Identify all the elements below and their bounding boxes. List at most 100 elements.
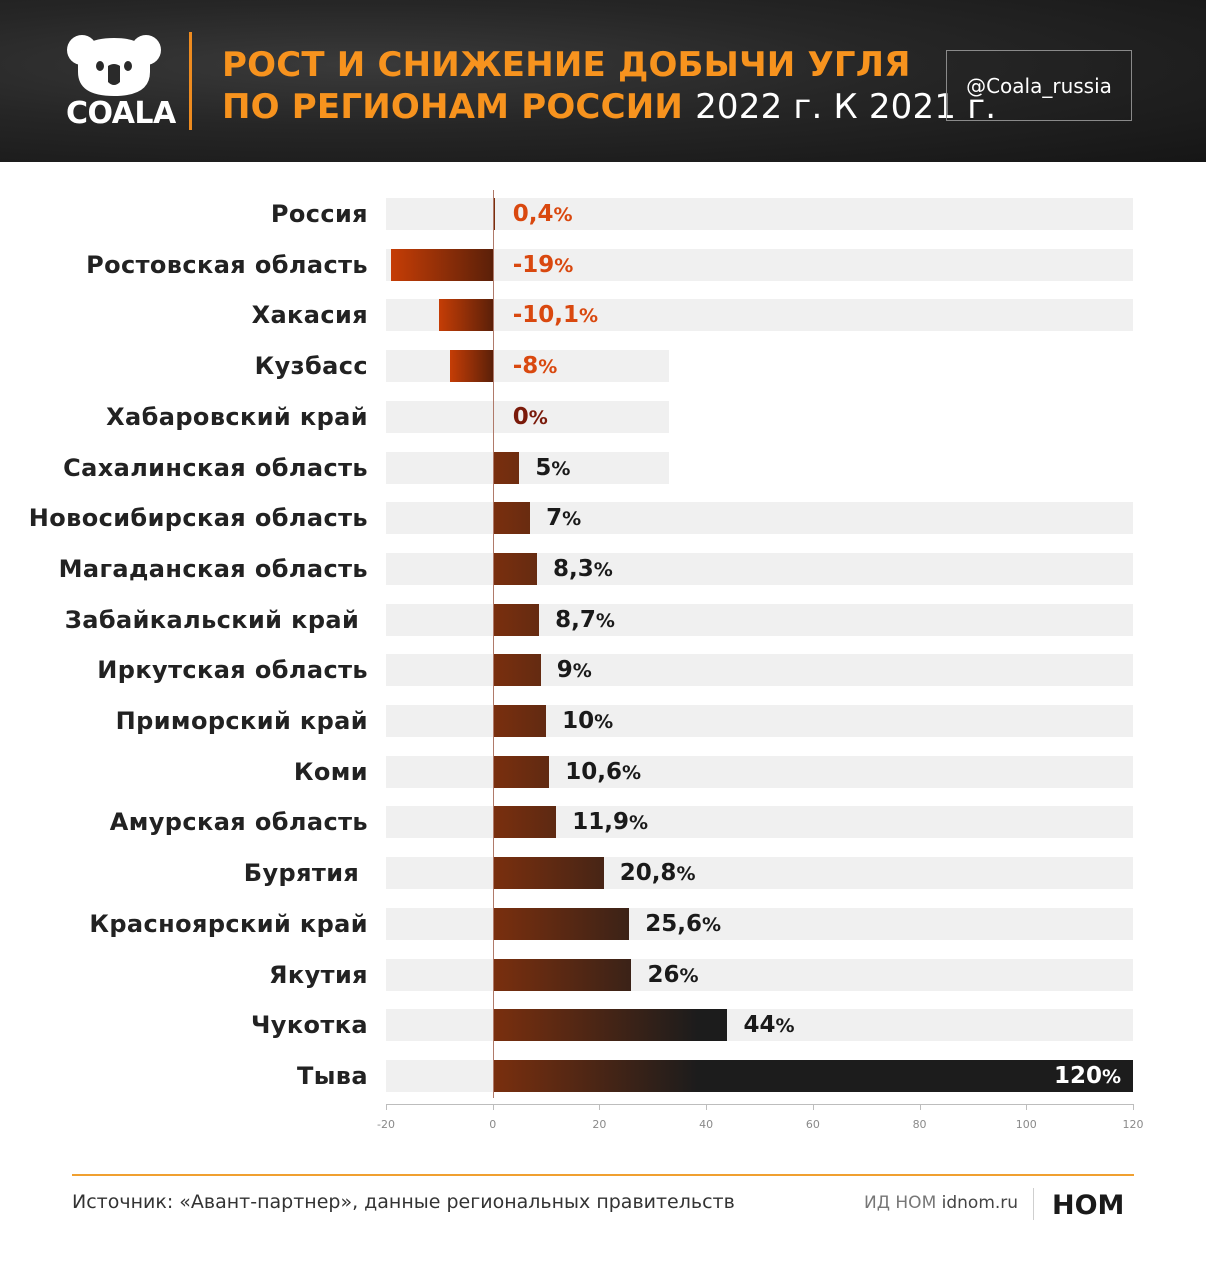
value-number: 9 bbox=[556, 657, 573, 684]
bar[interactable] bbox=[438, 299, 493, 332]
value-unit: % bbox=[679, 964, 699, 987]
x-axis-tick bbox=[492, 1104, 494, 1110]
bar[interactable] bbox=[492, 705, 547, 737]
value-unit: % bbox=[593, 558, 613, 581]
x-axis-tick-label: 120 bbox=[1122, 1118, 1144, 1131]
value-number: -19 bbox=[512, 251, 555, 278]
value-label: -10,1% bbox=[513, 299, 598, 331]
title-line-2: ПО РЕГИОНАМ РОССИИ 2022 г. К 2021 г. bbox=[222, 86, 996, 128]
social-handle[interactable]: @Coala_russia bbox=[946, 50, 1132, 121]
value-label: 44% bbox=[743, 1009, 794, 1041]
value-unit: % bbox=[595, 609, 615, 632]
value-label: 10% bbox=[562, 705, 613, 737]
brand-name: COALA bbox=[66, 96, 176, 131]
value-label: 25,6% bbox=[645, 908, 721, 940]
value-label: 120% bbox=[1054, 1060, 1121, 1092]
zero-axis-line bbox=[493, 190, 494, 1098]
category-label: Якутия bbox=[269, 960, 368, 989]
value-unit: % bbox=[775, 1015, 795, 1038]
x-axis-tick-label: 0 bbox=[489, 1118, 497, 1131]
value-unit: % bbox=[622, 761, 642, 784]
value-unit: % bbox=[538, 356, 558, 379]
bar-track bbox=[386, 350, 669, 383]
value-label: 7% bbox=[546, 502, 581, 534]
bar-track bbox=[386, 299, 1133, 332]
bar-track bbox=[386, 451, 669, 484]
value-number: 11,9 bbox=[572, 809, 629, 836]
value-unit: % bbox=[1101, 1065, 1121, 1088]
bar[interactable] bbox=[391, 248, 493, 281]
bar[interactable] bbox=[492, 451, 520, 484]
value-number: -8 bbox=[512, 353, 539, 380]
value-number: 0,4 bbox=[512, 201, 554, 227]
chart-title: РОСТ И СНИЖЕНИЕ ДОБЫЧИ УГЛЯ ПО РЕГИОНАМ … bbox=[222, 44, 996, 128]
bar[interactable] bbox=[492, 907, 630, 940]
x-axis-tick-label: 100 bbox=[1015, 1118, 1037, 1131]
value-unit: % bbox=[628, 812, 648, 835]
bar[interactable] bbox=[450, 350, 493, 383]
value-unit: % bbox=[579, 305, 599, 328]
bar[interactable] bbox=[492, 552, 537, 585]
value-label: -19% bbox=[513, 249, 574, 281]
category-label: Кузбасс bbox=[254, 352, 368, 381]
bar[interactable] bbox=[492, 755, 550, 788]
x-axis-tick-label: 40 bbox=[699, 1118, 714, 1131]
category-label: Коми bbox=[293, 757, 368, 786]
nom-logo-text: НОМ bbox=[1052, 1190, 1124, 1220]
header-banner: COALA РОСТ И СНИЖЕНИЕ ДОБЫЧИ УГЛЯ ПО РЕГ… bbox=[0, 0, 1206, 162]
header-divider bbox=[189, 32, 192, 130]
x-axis-tick bbox=[599, 1104, 601, 1110]
value-number: 5 bbox=[535, 454, 552, 481]
value-unit: % bbox=[702, 913, 722, 936]
value-number: 7 bbox=[546, 505, 563, 532]
x-axis-tick bbox=[706, 1104, 708, 1110]
x-axis-tick bbox=[812, 1104, 814, 1110]
value-label: 0,4% bbox=[513, 198, 573, 230]
koala-logo-icon bbox=[67, 35, 161, 96]
bar[interactable] bbox=[492, 502, 531, 535]
value-number: 25,6 bbox=[645, 910, 703, 937]
value-label: 11,9% bbox=[572, 806, 648, 838]
value-unit: % bbox=[551, 457, 571, 480]
publisher-credit: ИД НОМ idnom.ru bbox=[864, 1193, 1018, 1213]
footer-divider-line bbox=[72, 1174, 1134, 1176]
x-axis-tick bbox=[919, 1104, 921, 1110]
value-number: 10 bbox=[562, 708, 595, 734]
bar[interactable] bbox=[492, 603, 540, 636]
value-unit: % bbox=[676, 863, 696, 886]
x-axis-tick bbox=[1133, 1104, 1134, 1110]
category-label: Забайкальский край bbox=[64, 605, 368, 634]
category-label: Бурятия bbox=[243, 859, 368, 888]
bar[interactable] bbox=[492, 806, 557, 839]
category-label: Магаданская область bbox=[58, 554, 368, 583]
x-axis-tick-label: 80 bbox=[912, 1118, 927, 1131]
category-label: Хабаровский край bbox=[106, 402, 368, 431]
category-label: Ростовская область bbox=[86, 250, 368, 279]
value-label: 8,7% bbox=[555, 604, 615, 636]
x-axis-tick bbox=[386, 1104, 387, 1110]
bar[interactable] bbox=[492, 1059, 1133, 1092]
value-label: -8% bbox=[513, 350, 558, 382]
bar[interactable] bbox=[492, 958, 632, 991]
value-unit: % bbox=[553, 204, 573, 226]
value-label: 8,3% bbox=[553, 553, 613, 585]
bar-track bbox=[386, 248, 1133, 281]
bar[interactable] bbox=[492, 1009, 728, 1042]
category-label: Новосибирская область bbox=[28, 504, 368, 533]
category-label: Приморский край bbox=[115, 707, 368, 735]
publisher-site-link[interactable]: idnom.ru bbox=[941, 1193, 1019, 1213]
value-label: 10,6% bbox=[565, 756, 641, 788]
value-number: 44 bbox=[743, 1012, 776, 1039]
bar[interactable] bbox=[492, 654, 541, 687]
publisher-prefix: ИД НОМ bbox=[864, 1193, 937, 1213]
footer-vertical-divider bbox=[1033, 1188, 1034, 1220]
value-unit: % bbox=[528, 406, 548, 429]
category-label: Хакасия bbox=[251, 301, 368, 330]
x-axis-tick-label: -20 bbox=[377, 1118, 395, 1131]
value-number: 20,8 bbox=[619, 860, 677, 887]
bar[interactable] bbox=[492, 857, 604, 890]
source-note: Источник: «Авант-партнер», данные регион… bbox=[72, 1191, 735, 1213]
category-label: Сахалинская область bbox=[63, 453, 368, 482]
title-line-2-years: 2022 г. К 2021 г. bbox=[695, 87, 997, 127]
value-label: 20,8% bbox=[620, 857, 696, 889]
